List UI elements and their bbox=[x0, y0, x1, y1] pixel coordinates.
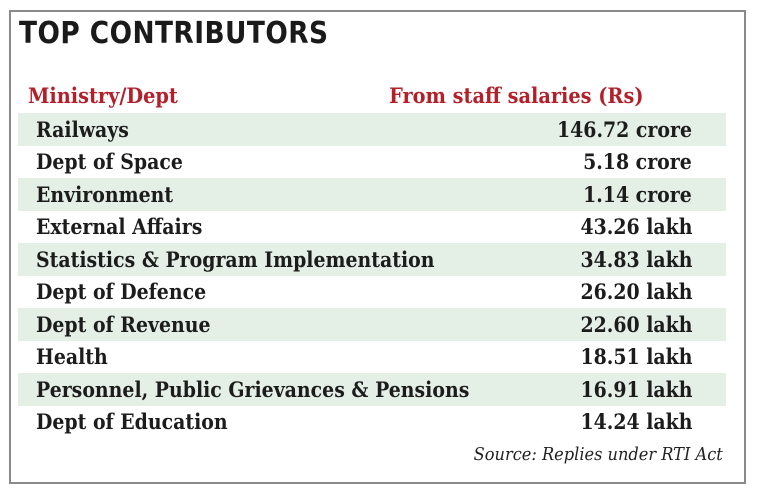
table-row: External Affairs 43.26 lakh bbox=[18, 211, 726, 244]
ministry-name: Dept of Education bbox=[36, 409, 228, 435]
contribution-value: 146.72 crore bbox=[557, 116, 692, 142]
ministry-name: Environment bbox=[36, 181, 174, 207]
table-row: Dept of Revenue 22.60 lakh bbox=[18, 308, 726, 341]
contribution-value: 43.26 lakh bbox=[579, 214, 692, 240]
contribution-value: 16.91 lakh bbox=[579, 376, 692, 402]
table-header: Ministry/Dept From staff salaries (Rs) bbox=[28, 81, 643, 109]
ministry-name: Dept of Revenue bbox=[36, 311, 211, 337]
table-row: Dept of Defence 26.20 lakh bbox=[18, 276, 726, 309]
ministry-name: Dept of Defence bbox=[36, 279, 207, 305]
contribution-value: 18.51 lakh bbox=[579, 344, 692, 370]
ministry-name: Dept of Space bbox=[36, 149, 183, 175]
table-title: TOP CONTRIBUTORS bbox=[19, 16, 329, 51]
contribution-value: 22.60 lakh bbox=[579, 311, 692, 337]
ministry-name: Statistics & Program Implementation bbox=[36, 246, 435, 272]
table-row: Dept of Space 5.18 crore bbox=[18, 146, 726, 179]
contribution-value: 14.24 lakh bbox=[579, 409, 692, 435]
contribution-value: 34.83 lakh bbox=[579, 246, 692, 272]
source-note: Source: Replies under RTI Act bbox=[473, 444, 723, 465]
contribution-value: 1.14 crore bbox=[583, 181, 692, 207]
table-row: Personnel, Public Grievances & Pensions … bbox=[18, 373, 726, 406]
table-row: Statistics & Program Implementation 34.8… bbox=[18, 243, 726, 276]
contribution-value: 5.18 crore bbox=[583, 149, 692, 175]
table-row: Dept of Education 14.24 lakh bbox=[18, 406, 726, 439]
table-row: Health 18.51 lakh bbox=[18, 341, 726, 374]
table-row: Environment 1.14 crore bbox=[18, 178, 726, 211]
column-header-salaries: From staff salaries (Rs) bbox=[389, 82, 644, 108]
ministry-name: External Affairs bbox=[36, 214, 203, 240]
ministry-name: Personnel, Public Grievances & Pensions bbox=[36, 376, 470, 402]
contribution-value: 26.20 lakh bbox=[579, 279, 692, 305]
table-body: Railways 146.72 crore Dept of Space 5.18… bbox=[18, 113, 726, 438]
ministry-name: Railways bbox=[36, 116, 129, 142]
table-row: Railways 146.72 crore bbox=[18, 113, 726, 146]
ministry-name: Health bbox=[36, 344, 108, 370]
column-header-ministry: Ministry/Dept bbox=[28, 82, 178, 108]
